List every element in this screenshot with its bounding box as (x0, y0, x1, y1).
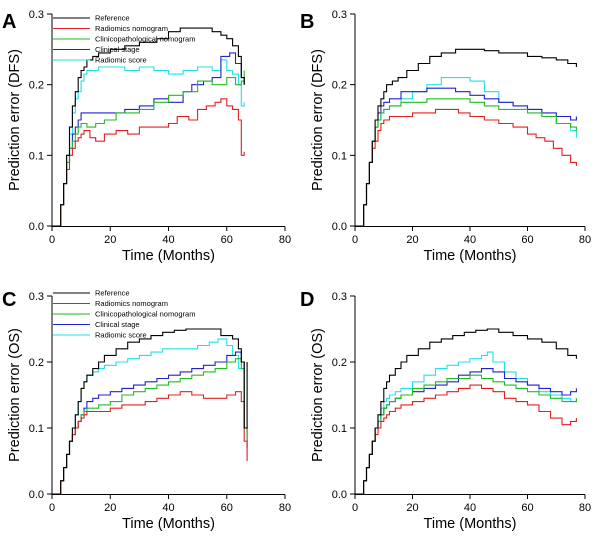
x-tick-label: 0 (352, 502, 358, 514)
panel-letter: C (2, 289, 16, 311)
y-tick-label: 0.2 (29, 357, 44, 369)
y-axis-label: Prediction error (DFS) (310, 49, 326, 191)
y-axis-label: Prediction error (OS) (7, 328, 23, 462)
x-axis-label: Time (Months) (424, 516, 517, 532)
series-line-radiomics-nomogram (52, 391, 248, 495)
panel-b: B 0.0 0.1 0.2 0.3 0 20 40 60 80 Time (Months) Predi… (300, 9, 591, 264)
x-tick-label: 80 (279, 502, 291, 514)
y-tick-label: 0.2 (332, 80, 347, 92)
legend-entry: Radiomics nomogram (95, 24, 168, 33)
x-tick-label: 0 (49, 234, 55, 246)
series-line-clinicopathological-nomogram (355, 374, 577, 495)
legend-entry: Radiomic score (95, 56, 147, 65)
y-axis-label: Prediction error (DFS) (7, 49, 23, 191)
y-tick-label: 0.0 (332, 489, 347, 501)
x-tick-label: 0 (49, 502, 55, 514)
x-tick-label: 20 (104, 502, 116, 514)
x-tick-label: 80 (279, 234, 291, 246)
x-tick-label: 20 (406, 234, 418, 246)
series-line-clinical-stage (52, 351, 248, 495)
panel-a: A 0.0 0.1 0.2 0.3 0 20 40 60 80 Time (Months) Predi… (2, 9, 291, 264)
x-axis-label: Time (Months) (122, 248, 215, 264)
x-tick-label: 60 (521, 502, 533, 514)
panel-letter: D (300, 289, 314, 311)
y-tick-label: 0.1 (29, 423, 44, 435)
series-line-clinicopathological-nomogram (52, 358, 248, 495)
legend-entry: Radiomics nomogram (95, 299, 168, 308)
legend-entry: Clinicopathological nomogram (95, 35, 195, 44)
legend-entry: Clinical stage (95, 320, 140, 329)
x-tick-label: 20 (406, 502, 418, 514)
series-line-clinical-stage (52, 52, 245, 227)
series-line-radiomics-nomogram (52, 98, 245, 227)
legend-entry: Reference (95, 14, 130, 23)
x-tick-label: 40 (464, 234, 476, 246)
panel-letter: B (300, 11, 314, 33)
y-tick-label: 0.2 (29, 80, 44, 92)
x-tick-label: 80 (579, 502, 591, 514)
legend-entry: Clinical stage (95, 45, 140, 54)
series-line-clinicopathological-nomogram (52, 70, 245, 227)
x-tick-label: 40 (162, 502, 174, 514)
panel-letter: A (2, 11, 16, 33)
x-tick-label: 60 (521, 234, 533, 246)
legend-entry: Radiomic score (95, 331, 147, 340)
x-tick-label: 60 (221, 234, 233, 246)
x-axis-label: Time (Months) (122, 516, 215, 532)
series-line-reference (355, 48, 577, 227)
legend-entry: Clinicopathological nomogram (95, 310, 195, 319)
series-line-reference (52, 27, 245, 227)
series-line-reference (355, 328, 577, 495)
y-tick-label: 0.3 (332, 9, 347, 21)
y-axis-label: Prediction error (OS) (310, 328, 326, 462)
series-line-radiomic-score (355, 77, 577, 227)
series-line-reference (52, 328, 248, 495)
y-tick-label: 0.1 (332, 423, 347, 435)
series-line-clinicopathological-nomogram (355, 98, 577, 227)
panel-c: C 0.0 0.1 0.2 0.3 0 20 40 60 80 Time (Months) Predi… (2, 289, 291, 533)
y-tick-label: 0.1 (29, 150, 44, 162)
y-tick-label: 0.3 (29, 9, 44, 21)
y-tick-label: 0.3 (29, 291, 44, 303)
panel-d: D 0.0 0.1 0.2 0.3 0 20 40 60 80 Time (Months) Predi… (300, 289, 591, 532)
x-tick-label: 0 (352, 234, 358, 246)
x-tick-label: 40 (464, 502, 476, 514)
x-tick-label: 80 (579, 234, 591, 246)
y-tick-label: 0.0 (29, 489, 44, 501)
y-tick-label: 0.0 (332, 221, 347, 233)
legend-entry: Reference (95, 289, 130, 298)
series-line-radiomics-nomogram (355, 384, 577, 495)
x-tick-label: 60 (221, 502, 233, 514)
series-line-clinical-stage (355, 368, 577, 495)
x-axis-label: Time (Months) (424, 248, 517, 264)
series-line-radiomic-score (355, 351, 577, 495)
y-tick-label: 0.3 (332, 291, 347, 303)
x-tick-label: 20 (104, 234, 116, 246)
y-tick-label: 0.0 (29, 221, 44, 233)
y-tick-label: 0.1 (332, 150, 347, 162)
series-line-radiomics-nomogram (355, 108, 577, 227)
x-tick-label: 40 (162, 234, 174, 246)
y-tick-label: 0.2 (332, 357, 347, 369)
